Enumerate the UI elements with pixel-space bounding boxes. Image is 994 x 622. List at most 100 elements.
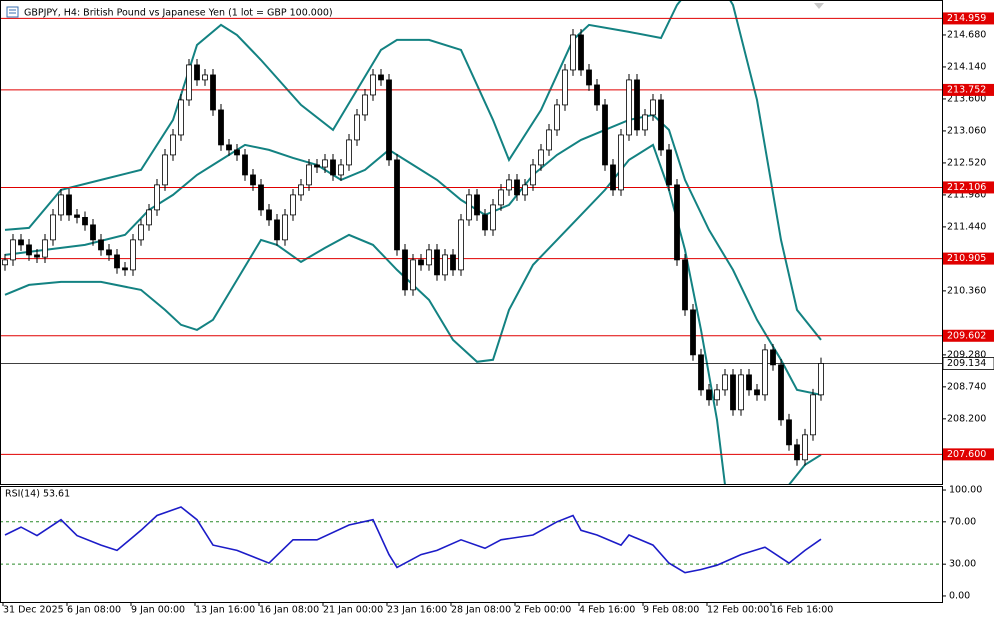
x-tick-label: 4 Feb 16:00 (579, 605, 635, 616)
x-tick-label: 12 Feb 00:00 (707, 605, 769, 616)
candle-body (378, 74, 384, 81)
candle-body (18, 239, 24, 246)
candle-body (762, 349, 768, 396)
candle-body (658, 99, 664, 151)
candle-body (298, 184, 304, 196)
candle-body (58, 194, 64, 216)
candle-body (306, 164, 312, 186)
candle-body (322, 159, 328, 168)
candle-body (722, 374, 728, 391)
candle-body (274, 219, 280, 241)
candle-body (82, 217, 88, 226)
candle-body (122, 267, 128, 271)
candle-body (546, 129, 552, 151)
y-tick-label: 209.280 (947, 349, 986, 360)
candle-body (538, 149, 544, 166)
candle-body (530, 164, 536, 186)
y-tick-label: 208.200 (947, 413, 986, 424)
candle-body (714, 389, 720, 401)
candle-body (802, 434, 808, 461)
x-tick-label: 31 Dec 2025 (3, 605, 64, 616)
candle-body (314, 164, 320, 168)
candle-body (778, 364, 784, 421)
candle-body (770, 349, 776, 366)
candle-body (626, 79, 632, 136)
candle-body (818, 363, 824, 396)
rsi-tick-label: 30.00 (949, 559, 976, 570)
candle-body (138, 224, 144, 241)
candle-body (794, 444, 800, 461)
x-tick-label: 28 Jan 08:00 (451, 605, 511, 616)
level-label: 207.600 (947, 449, 986, 460)
level-label: 209.602 (947, 330, 986, 341)
candle-body (74, 214, 80, 218)
candle-body (562, 69, 568, 106)
candle-body (2, 259, 8, 266)
level-label-bg (943, 12, 994, 25)
candle-body (554, 104, 560, 131)
candle-body (210, 74, 216, 111)
candle-body (186, 64, 192, 101)
y-tick-label: 211.440 (947, 221, 986, 232)
candle-body (650, 99, 656, 116)
candle-body (330, 159, 336, 176)
candle-body (258, 184, 264, 211)
candle-body (170, 134, 176, 156)
x-tick-label: 6 Jan 08:00 (67, 605, 121, 616)
candle-body (730, 374, 736, 411)
candle-body (386, 79, 392, 161)
candle-body (218, 109, 224, 146)
axes: 214.680 214.140 213.600 213.060 212.520 211.9… (2, 12, 994, 616)
candle-body (354, 114, 360, 141)
candle-body (586, 69, 592, 86)
candle-body (50, 214, 56, 241)
shift-marker (814, 3, 824, 9)
candle-body (370, 74, 376, 96)
y-tick-label: 212.520 (947, 157, 986, 168)
candle-body (106, 249, 112, 256)
candle-body (426, 249, 432, 266)
level-label-bg (943, 181, 994, 194)
rsi-tick-label: 70.00 (949, 516, 976, 527)
candle-body (418, 259, 424, 266)
candle-body (698, 354, 704, 391)
candle-body (522, 184, 528, 196)
level-label: 210.905 (947, 253, 986, 264)
candle-body (506, 179, 512, 191)
candle-body (666, 149, 672, 186)
candle-body (34, 254, 40, 258)
candle-body (250, 174, 256, 186)
y-tick-label: 208.740 (947, 381, 986, 392)
y-tick-label: 213.600 (947, 93, 986, 104)
candle-body (810, 394, 816, 436)
x-tick-label: 16 Jan 08:00 (259, 605, 319, 616)
candle-body (394, 159, 400, 251)
bollinger-lower (4, 143, 822, 484)
x-tick-label: 16 Feb 16:00 (771, 605, 833, 616)
bollinger-upper (4, 1, 822, 341)
candle-body (514, 179, 520, 196)
x-tick-label: 9 Jan 00:00 (131, 605, 185, 616)
candle-body (490, 204, 496, 231)
rsi-line (4, 506, 822, 574)
candle-body (26, 244, 32, 256)
level-label-bg (943, 252, 994, 265)
candle-body (642, 114, 648, 131)
candle-body (266, 209, 272, 221)
candle-body (578, 34, 584, 71)
level-label-bg (943, 329, 994, 342)
rsi-label: RSI(14) 53.61 (5, 489, 70, 500)
y-tick-label: 214.140 (947, 61, 986, 72)
candle-body (682, 259, 688, 311)
candle-body (202, 74, 208, 81)
candle-body (442, 254, 448, 276)
candle-body (410, 259, 416, 291)
level-label: 214.959 (947, 13, 986, 24)
candle-body (242, 154, 248, 176)
candle-body (458, 219, 464, 271)
bollinger-middle (4, 113, 822, 396)
candle-body (10, 239, 16, 261)
candle-body (362, 94, 368, 116)
candle-body (42, 239, 48, 258)
